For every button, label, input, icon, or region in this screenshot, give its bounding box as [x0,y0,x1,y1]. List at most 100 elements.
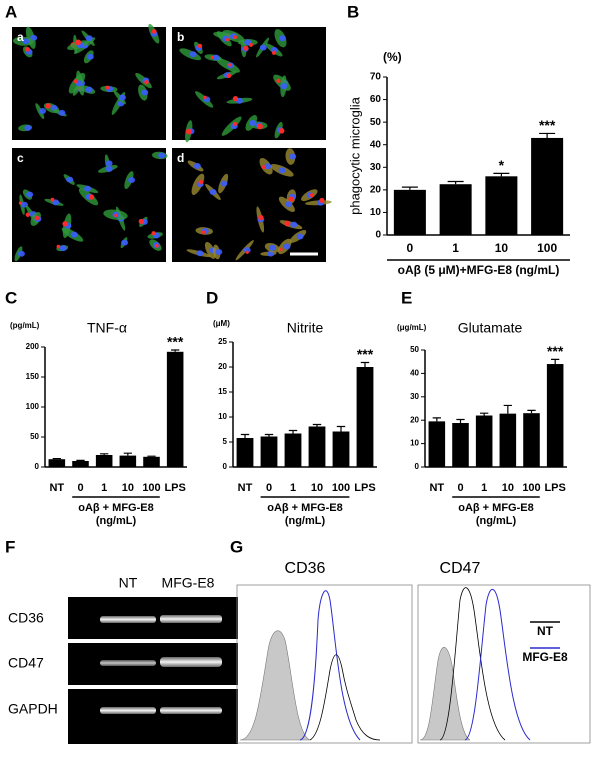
y-tick-label: 10 [370,207,382,218]
error-bar [264,433,274,437]
abeta [319,197,325,203]
y-tick-label: 20 [370,184,382,195]
x-tick-label: LPS [354,482,375,494]
error-bar [401,186,418,190]
abeta [284,220,291,227]
column-label: MFG-E8 [162,575,215,591]
y-tick-label: 150 [26,372,40,381]
abeta [18,201,23,205]
x-tick-label: 10 [502,482,514,494]
nucleus [26,191,34,198]
bar [428,421,446,467]
error-bar [288,429,298,434]
nucleus [278,167,286,174]
nucleus [283,243,291,250]
mfg-curve [299,590,361,741]
nucleus [212,54,220,61]
x-tick-label: 100 [142,482,160,494]
y-tick-label: 30 [370,162,382,173]
error-bar [123,452,132,456]
nucleus [196,250,204,257]
bar [119,455,137,467]
x-axis-label: oAβ + MFG-E8 [267,502,342,514]
x-tick-label: 1 [452,241,459,255]
nucleus [249,119,257,126]
nucleus [121,239,129,246]
row-label: CD47 [8,655,44,671]
significance: *** [539,117,556,133]
nucleus [264,163,272,170]
micrographs [12,23,332,262]
nucleus [209,188,217,195]
abeta [201,230,206,234]
bar [260,436,278,467]
x-tick-label: 100 [537,241,557,255]
x-tick-label: 0 [457,482,463,494]
x-tick-label: 0 [407,241,414,255]
y-tick-label: 0 [223,462,228,471]
abeta [73,79,79,84]
abeta [144,80,149,85]
abeta [257,123,263,130]
nucleus [105,160,113,167]
x-tick-label: 1 [481,482,487,494]
mfg-curve [464,589,531,741]
y-tick-label: 200 [26,342,40,351]
abeta [279,247,283,252]
row-label: CD36 [8,610,44,626]
x-tick-label: NT [238,482,253,494]
row-label: GAPDH [8,701,58,717]
nucleus [85,86,93,93]
chart-title: TNF-α [87,320,127,336]
error-bar [312,423,322,427]
y-tick-label: 0 [35,462,40,471]
abeta [56,244,61,249]
significance: *** [357,346,374,362]
nucleus [24,124,32,131]
chart-title: Nitrite [287,320,324,336]
error-bar [432,417,441,422]
image-label: d [177,151,184,165]
plot-frame [417,584,591,744]
image-label: c [17,151,24,165]
nucleus [70,231,78,238]
x-tick-label: NT [49,482,64,494]
x-tick-label: 0 [77,482,83,494]
significance: *** [167,334,184,350]
abeta [225,37,230,42]
error-bar [360,361,370,367]
abeta [243,45,249,51]
abeta [50,197,55,202]
y-tick-label: 0 [375,230,381,241]
abeta [226,73,232,78]
abeta [62,221,68,227]
abeta [245,250,249,254]
error-bar [503,404,512,414]
y-tick-label: 50 [410,345,419,354]
abeta [271,50,277,55]
bar [236,438,254,467]
y-tick-label: 50 [370,117,382,128]
abeta [198,179,204,185]
abeta [258,215,264,221]
abeta [34,215,40,221]
image-label: b [177,30,184,44]
abeta [197,43,203,49]
nucleus [290,221,298,228]
plot-frame [236,584,413,744]
micrograph [12,148,166,262]
nucleus [259,44,267,51]
abeta [151,231,156,236]
gel-band [100,616,156,623]
micrograph [12,27,166,140]
gel-band [160,657,222,667]
nt-curve [309,654,381,741]
nucleus [280,83,288,90]
y-unit: (μg/mL) [397,323,427,332]
y-axis-label: phagocytic microglia [347,96,362,215]
panel-label: E [401,288,412,307]
abeta [75,39,82,46]
bar [546,364,564,467]
significance: * [499,157,505,173]
